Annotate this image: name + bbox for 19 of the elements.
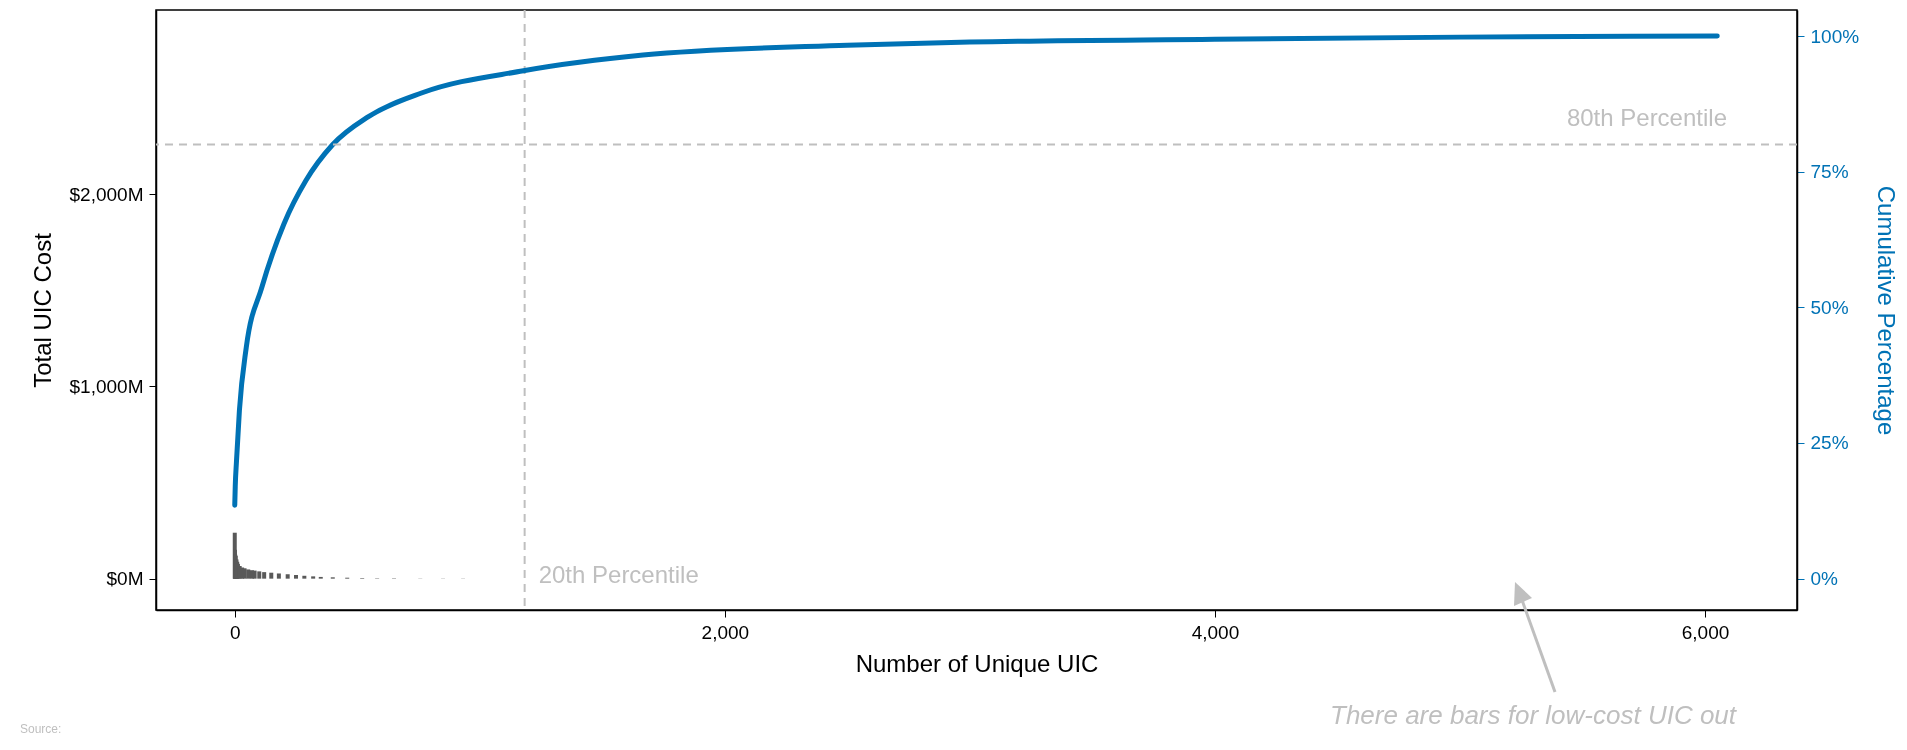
x-tick-label: 6,000	[1681, 621, 1730, 643]
x-axis-title: Number of Unique UIC	[855, 649, 1099, 677]
ref-line-label: 80th Percentile	[1566, 103, 1727, 131]
y-tick-label: $2,000M	[69, 183, 144, 205]
x-tick-label: 0	[229, 621, 241, 643]
y2-tick-label: 0%	[1810, 568, 1839, 590]
y2-tick-label: 25%	[1810, 432, 1849, 454]
y2-tick-label: 100%	[1810, 25, 1860, 47]
y2-tick-label: 50%	[1810, 296, 1849, 318]
x-tick-label: 4,000	[1191, 621, 1240, 643]
y2-axis-title: Cumulative Percentage	[1873, 185, 1901, 436]
source-note: Source:	[20, 722, 62, 736]
y-axis-title: Total UIC Cost	[28, 232, 56, 388]
ref-line-label: 20th Percentile	[538, 561, 699, 588]
x-tick-label: 2,000	[701, 621, 750, 643]
y-tick-label: $1,000M	[69, 375, 144, 397]
y-tick-label: $0M	[106, 568, 144, 590]
y2-tick-label: 75%	[1810, 161, 1849, 183]
text: There are bars for low-cost UIC out	[1330, 700, 1737, 731]
